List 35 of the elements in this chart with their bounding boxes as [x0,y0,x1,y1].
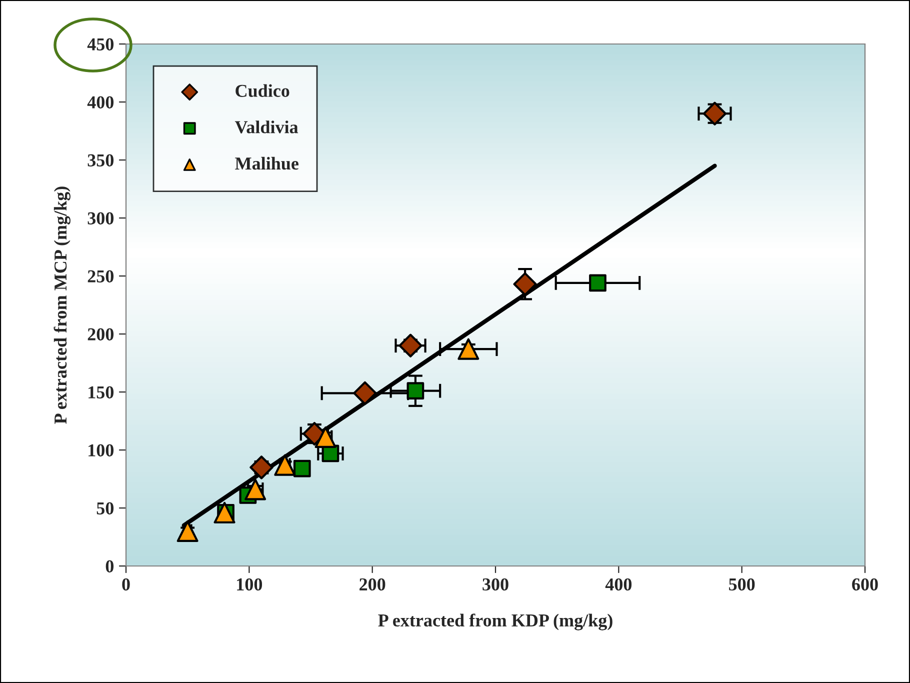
x-tick-label: 300 [482,578,508,591]
x-tick-label: 200 [360,578,386,591]
point [589,274,606,292]
point [458,338,480,360]
x-tick-label: 0 [122,578,130,591]
y-tick-label: 50 [96,502,114,514]
x-tick-label: 100 [237,578,262,591]
legend-label: Valdivia [234,120,298,134]
point [176,520,198,542]
y-tick-label: 150 [88,386,114,398]
y-tick-label: 300 [88,212,114,224]
x-tick-label: 600 [852,578,878,591]
point [406,382,424,400]
x-tick-label: 400 [605,578,632,591]
y-tick-label: 250 [88,270,114,282]
point [513,272,537,296]
legend-label: Cudico [236,84,290,97]
y-tick-label: 450 [87,38,114,50]
y-tick-label: 0 [106,560,114,572]
y-tick-label: 350 [88,154,114,166]
point [293,460,311,478]
y-axis-title: P extracted from MCP (mg/kg) [54,186,70,424]
point [702,102,727,126]
point [274,454,296,476]
point [353,381,377,406]
point [250,456,274,480]
point [214,502,236,524]
y-tick-label: 200 [88,328,114,340]
point [314,426,336,448]
y-tick-label: 400 [87,96,114,108]
legend-label: Malihue [235,156,298,170]
point [398,334,422,358]
y-tick-label: 100 [88,444,114,456]
x-tick-label: 500 [729,578,755,591]
x-axis-title: P extracted from KDP (mg/kg) [378,614,612,630]
